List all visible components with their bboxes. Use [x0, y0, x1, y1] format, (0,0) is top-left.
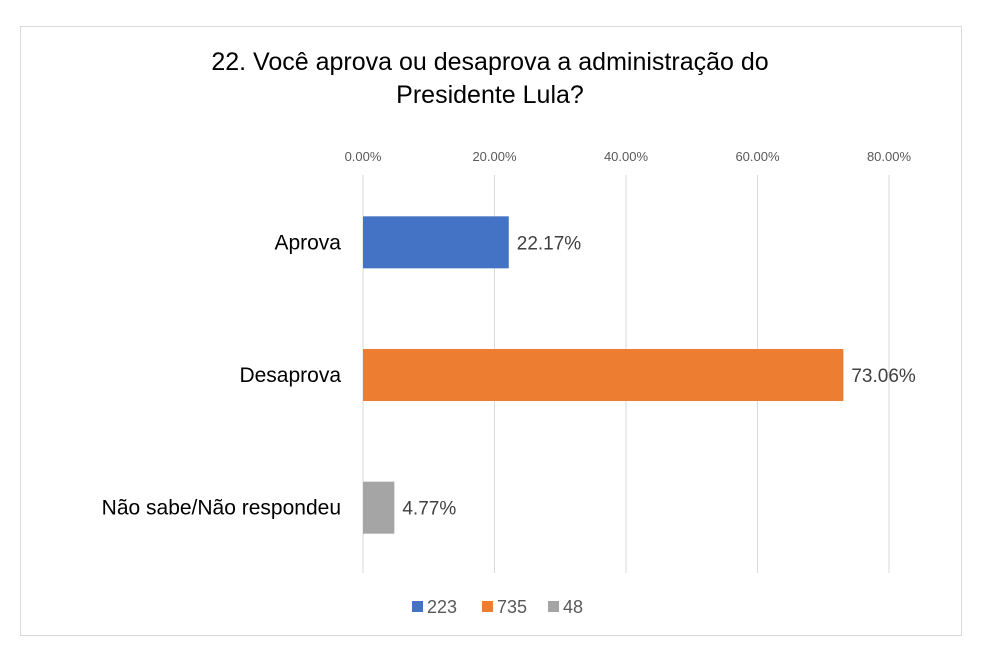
chart-title-line-2: Presidente Lula? — [396, 81, 584, 109]
legend-swatch — [412, 601, 423, 612]
bar-2 — [363, 349, 844, 401]
bar-3 — [363, 481, 395, 534]
category-labels: Aprova Desaprova Não sabe/Não respondeu — [102, 231, 342, 519]
category-label: Desaprova — [239, 364, 341, 387]
bar-1 — [363, 216, 509, 269]
chart-title-line-1: 22. Você aprova ou desaprova a administr… — [211, 48, 768, 76]
data-label: 4.77% — [402, 499, 456, 520]
x-tick-label: 0.00% — [345, 149, 382, 164]
legend-swatch — [548, 601, 559, 612]
data-labels: 22.17% 73.06% 4.77% — [402, 233, 916, 519]
data-label: 22.17% — [517, 233, 582, 254]
x-tick-label: 60.00% — [735, 149, 780, 164]
chart-title: 22. Você aprova ou desaprova a administr… — [211, 48, 768, 109]
x-tick-label: 80.00% — [867, 149, 912, 164]
chart-frame — [20, 26, 962, 636]
legend-label: 48 — [563, 597, 583, 617]
legend: 223 735 48 — [412, 597, 583, 617]
legend-label: 735 — [497, 597, 527, 617]
legend-label: 223 — [427, 597, 457, 617]
x-tick-label: 40.00% — [604, 149, 649, 164]
x-tick-label: 20.00% — [472, 149, 517, 164]
legend-swatch — [482, 601, 493, 612]
category-label: Não sabe/Não respondeu — [102, 497, 341, 520]
category-label: Aprova — [274, 231, 341, 254]
bars — [363, 216, 844, 534]
x-axis-tick-labels: 0.00% 20.00% 40.00% 60.00% 80.00% — [345, 149, 912, 164]
data-label: 73.06% — [851, 366, 916, 387]
